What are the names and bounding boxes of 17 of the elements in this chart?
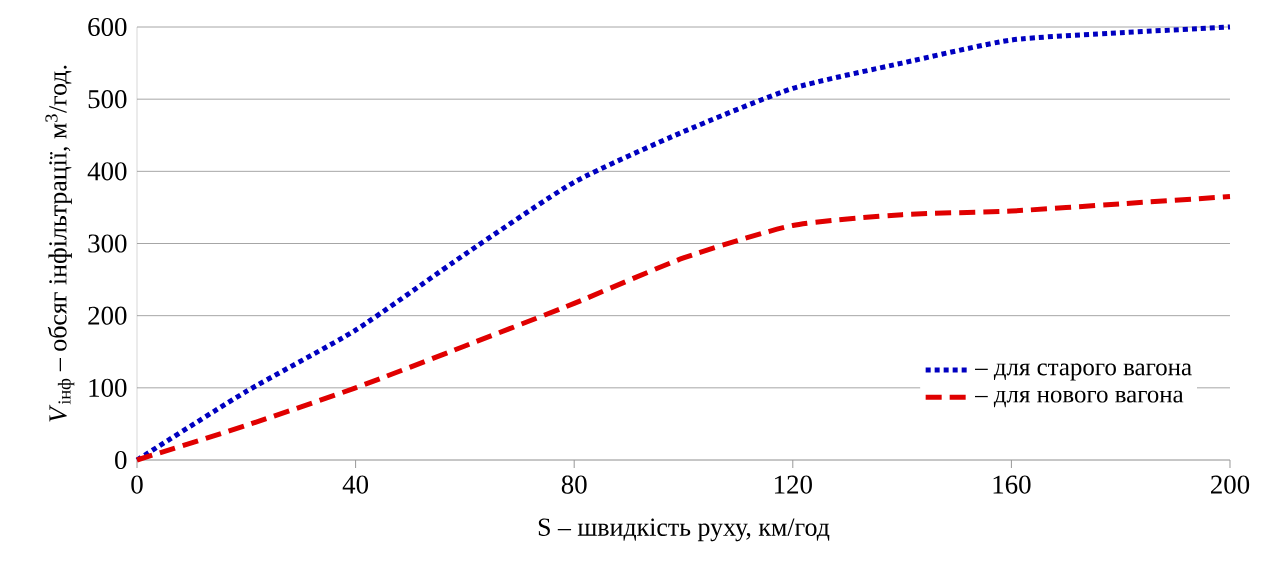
legend-label: – для нового вагона xyxy=(974,390,1184,408)
y-tick-label: 500 xyxy=(88,90,127,109)
y-tick-label: 200 xyxy=(88,306,127,325)
x-tick-label: 160 xyxy=(993,475,1031,494)
y-tick-label: 0 xyxy=(115,450,127,470)
x-tick-label: 40 xyxy=(342,475,369,494)
x-tick-label: 120 xyxy=(774,475,812,494)
legend-label: – для старого вагона xyxy=(974,363,1192,381)
y-tick-label: 400 xyxy=(87,162,127,181)
x-tick-label: 0 xyxy=(131,475,143,494)
x-axis-title: S – швидкість руху, км/год xyxy=(538,518,830,542)
y-tick-label: 600 xyxy=(88,17,127,37)
y-tick-label: 300 xyxy=(88,234,127,253)
y-axis-title: V$_{інф}$ – обсяг інфільтрації, м$^{3}$/год. xyxy=(45,65,75,422)
x-tick-label: 200 xyxy=(1211,475,1250,494)
x-tick-label: 80 xyxy=(561,475,587,494)
y-tick-label: 100 xyxy=(89,378,127,397)
